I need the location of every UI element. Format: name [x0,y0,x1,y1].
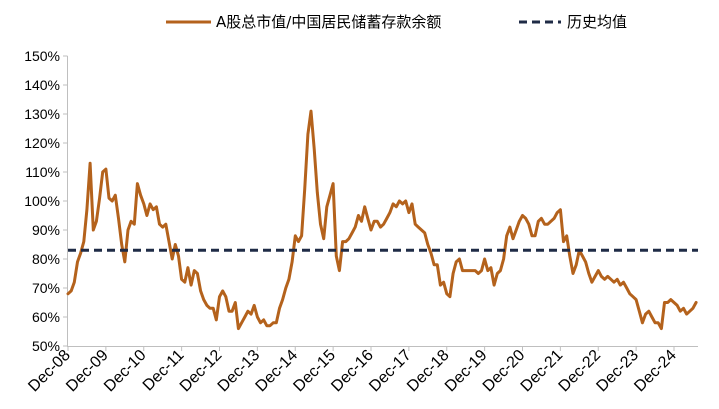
legend: A股总市值/中国居民储蓄存款余额 历史均值 [166,13,627,31]
y-tick-label: 120% [24,135,60,151]
x-axis: Dec-08Dec-09Dec-10Dec-11Dec-12Dec-13Dec-… [25,346,698,395]
plot-area [66,109,698,331]
y-tick-label: 80% [32,251,60,267]
y-tick-label: 140% [24,77,60,93]
y-tick-label: 100% [24,193,60,209]
y-tick-label: 90% [32,222,60,238]
legend-label-mean: 历史均值 [567,13,627,31]
y-tick-label: 110% [25,164,60,180]
legend-item-ratio: A股总市值/中国居民储蓄存款余额 [166,13,441,31]
y-tick-label: 50% [32,338,60,354]
y-tick-label: 130% [24,106,60,122]
y-tick-label: 70% [32,280,60,296]
y-tick-label: 150% [24,48,60,64]
legend-label-ratio: A股总市值/中国居民储蓄存款余额 [216,13,441,31]
series-line-ratio [66,109,698,331]
x-tick-label: Dec-10 [101,347,150,396]
y-axis: 50% 60% 70% 80% 90% 100% 110% 120% 130% 140% 150% [24,48,68,354]
y-tick-label: 60% [32,309,60,325]
x-tick-label: Dec-24 [631,347,680,396]
legend-item-mean: 历史均值 [519,13,627,31]
